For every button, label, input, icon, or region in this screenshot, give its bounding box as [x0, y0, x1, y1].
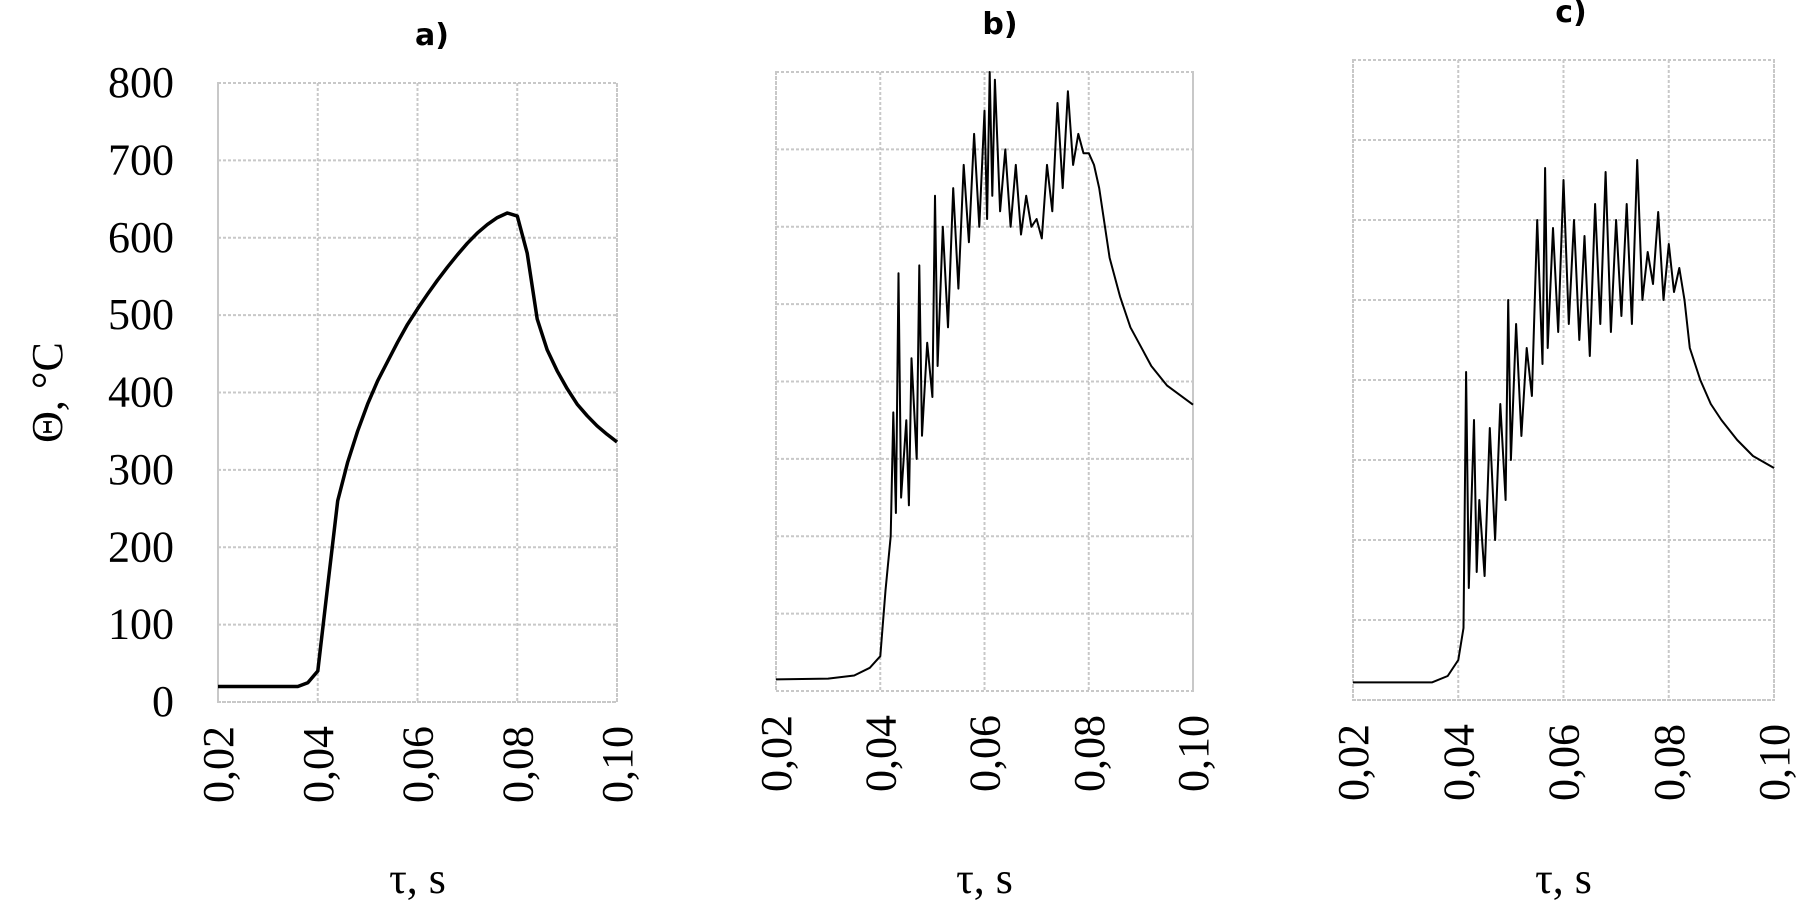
y-tick-label: 0: [152, 677, 174, 726]
line: [218, 211, 619, 689]
x-axis-label: τ, s: [1535, 854, 1592, 903]
line: [1353, 159, 1775, 684]
y-tick-label: 500: [108, 290, 174, 339]
chart-title: a): [415, 18, 449, 53]
x-tick-label: 0,02: [1329, 724, 1378, 801]
chart-title: b): [982, 7, 1017, 42]
plot-border: [775, 71, 1194, 692]
x-tick-label: 0,04: [294, 726, 343, 803]
x-tick-label: 0,04: [1434, 724, 1483, 801]
x-tick-label: 0,06: [961, 715, 1010, 792]
x-tick-label: 0,08: [1065, 715, 1114, 792]
x-tick-label: 0,02: [194, 726, 243, 803]
x-tick-label: 0,06: [1540, 724, 1589, 801]
x-tick-label: 0,02: [752, 715, 801, 792]
y-tick-label: 300: [108, 445, 174, 494]
plot-border: [1352, 59, 1775, 701]
x-tick-label: 0,08: [493, 726, 542, 803]
y-tick-label: 100: [108, 600, 174, 649]
y-tick-label: 600: [108, 213, 174, 262]
x-tick-label: 0,10: [593, 726, 642, 803]
x-tick-label: 0,10: [1169, 715, 1218, 792]
y-tick-label: 700: [108, 135, 174, 184]
x-tick-label: 0,10: [1750, 724, 1799, 801]
y-tick-label: 200: [108, 522, 174, 571]
y-axis-label: Θ, °C: [23, 342, 72, 443]
y-tick-label: 400: [108, 368, 174, 417]
x-tick-label: 0,04: [856, 715, 905, 792]
plot-border: [217, 82, 618, 703]
x-axis-label: τ, s: [956, 854, 1013, 903]
x-tick-label: 0,08: [1645, 724, 1694, 801]
y-tick-label: 800: [108, 58, 174, 107]
line: [775, 71, 1194, 681]
x-axis-label: τ, s: [389, 854, 446, 903]
x-tick-label: 0,06: [394, 726, 443, 803]
chart-title: c): [1555, 0, 1587, 30]
